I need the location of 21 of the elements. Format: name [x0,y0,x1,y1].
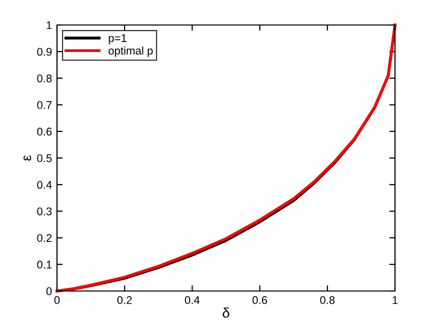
y-tick-label: 0.4 [37,180,52,189]
y-tick-label: 0.7 [37,101,52,109]
y-tick-label: 0.9 [37,48,52,56]
y-tick-label: 1 [46,21,52,30]
y-tick-label: 0.6 [37,128,52,136]
x-tick-label: 0 [54,296,60,304]
x-tick-label: 1 [392,296,398,304]
x-tick-label: 0.4 [184,296,200,304]
y-tick-label: 0.5 [37,154,52,162]
x-axis-title: δ [222,308,230,318]
x-tick-label: 0.6 [252,296,268,304]
y-axis-title: ε [24,155,32,161]
y-tick-label: 0.3 [37,207,52,216]
y-tick-label: 0.8 [37,74,52,82]
x-tick-label: 0.8 [320,296,335,304]
legend-label: optimal p [108,46,153,57]
legend-label: p=1 [108,34,126,44]
y-tick-label: 0 [46,287,52,296]
x-tick-label: 0.2 [117,296,132,304]
y-tick-label: 0.1 [37,260,52,269]
y-tick-label: 0.2 [37,234,52,242]
